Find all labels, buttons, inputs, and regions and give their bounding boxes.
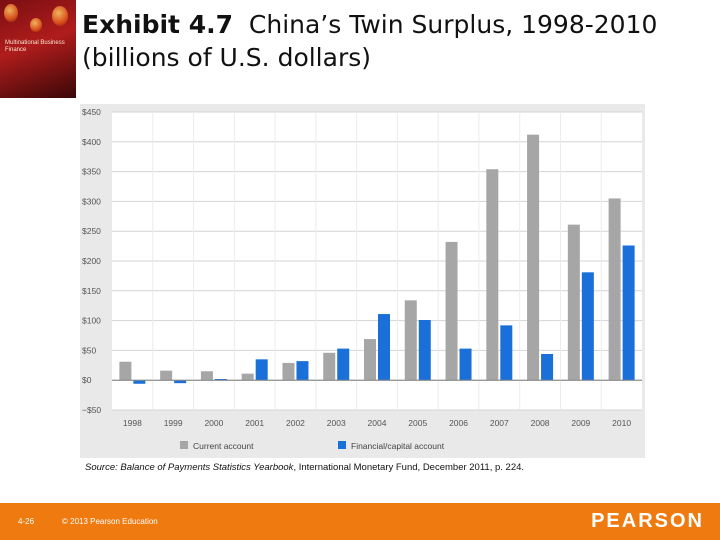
bar-financial-account [541,353,554,381]
bar-financial-account [255,359,268,381]
bar-current-account [486,169,499,381]
slide-number: 4-26 [18,517,35,526]
lantern-icon [30,18,42,32]
bar-current-account [160,370,173,381]
x-tick-label: 2010 [612,418,631,428]
slide-title: Exhibit 4.7 China’s Twin Surplus, 1998-2… [82,8,702,74]
bar-current-account [404,300,417,381]
bar-financial-account [378,314,390,381]
bar-financial-account [622,245,635,381]
x-tick-label: 2009 [571,418,590,428]
slide-title-text: China’s Twin Surplus, 1998-2010 (billion… [82,10,658,72]
source-details: , International Monetary Fund, December … [293,462,525,473]
pearson-logo: PEARSON [591,510,704,532]
footer-bar: 4-26 © 2013 Pearson Education PEARSON [0,503,720,540]
x-tick-label: 2001 [245,418,264,428]
book-cover-title: Multinational Business Finance [5,40,65,53]
bar-financial-account [214,379,227,381]
bar-current-account [445,241,458,381]
source-note: Source: Balance of Payments Statistics Y… [85,462,524,473]
chart-panel: −$50 $0 $50 $100 $150 $200 $250 $300 $350 $400 $45… [80,104,645,458]
x-tick-label: 2002 [286,418,305,428]
bar-current-account [119,361,132,381]
bar-financial-account [581,272,594,381]
source-prefix: Source: [85,462,118,473]
bar-financial-account [418,320,431,381]
bar-financial-account [500,325,513,381]
legend-label: Current account [193,441,254,451]
slide-title-exhibit: Exhibit 4.7 [82,10,233,39]
y-tick-label: $400 [82,137,101,147]
source-title: Balance of Payments Statistics Yearbook [120,462,294,473]
bar-chart: −$50 $0 $50 $100 $150 $200 $250 $300 $350 $400 $45… [82,107,642,414]
y-tick-label: $300 [82,196,101,206]
lantern-icon [4,4,18,22]
y-tick-label: $350 [82,167,101,177]
y-tick-label: $450 [82,107,101,117]
x-tick-label: 2000 [204,418,223,428]
x-tick-label: 2004 [368,418,387,428]
legend-swatch [338,441,346,449]
y-tick-label: $250 [82,226,101,236]
legend-label: Financial/capital account [351,441,445,451]
bar-financial-account [459,348,472,381]
bar-financial-account [133,380,146,384]
bar-financial-account [296,361,309,381]
x-tick-label: 1999 [164,418,183,428]
x-tick-label: 2007 [490,418,509,428]
bar-current-account [200,371,213,381]
legend-swatch [180,441,188,449]
x-tick-label: 2008 [531,418,550,428]
bar-current-account [364,339,376,381]
bar-current-account [282,362,295,381]
y-tick-label: $0 [82,375,92,385]
bar-current-account [567,224,580,381]
bar-current-account [527,134,540,381]
x-tick-label: 2005 [408,418,427,428]
x-tick-label: 1998 [123,418,142,428]
bar-current-account [608,198,621,381]
bar-current-account [241,373,254,381]
y-tick-label: $200 [82,256,101,266]
y-tick-label: $50 [82,345,96,355]
x-tick-label: 2006 [449,418,468,428]
bar-financial-account [337,348,350,381]
bar-financial-account [174,380,187,384]
x-axis-and-legend: 1998 1999 2000 2001 2002 2003 2004 2005 2006 2007… [80,414,645,458]
y-tick-label: $150 [82,286,101,296]
copyright-text: © 2013 Pearson Education [62,517,158,526]
y-tick-label: −$50 [82,405,101,414]
x-tick-label: 2003 [327,418,346,428]
book-cover-thumbnail: Multinational Business Finance [0,0,76,98]
bar-current-account [323,352,336,381]
y-tick-label: $100 [82,316,101,326]
lantern-icon [52,6,68,26]
